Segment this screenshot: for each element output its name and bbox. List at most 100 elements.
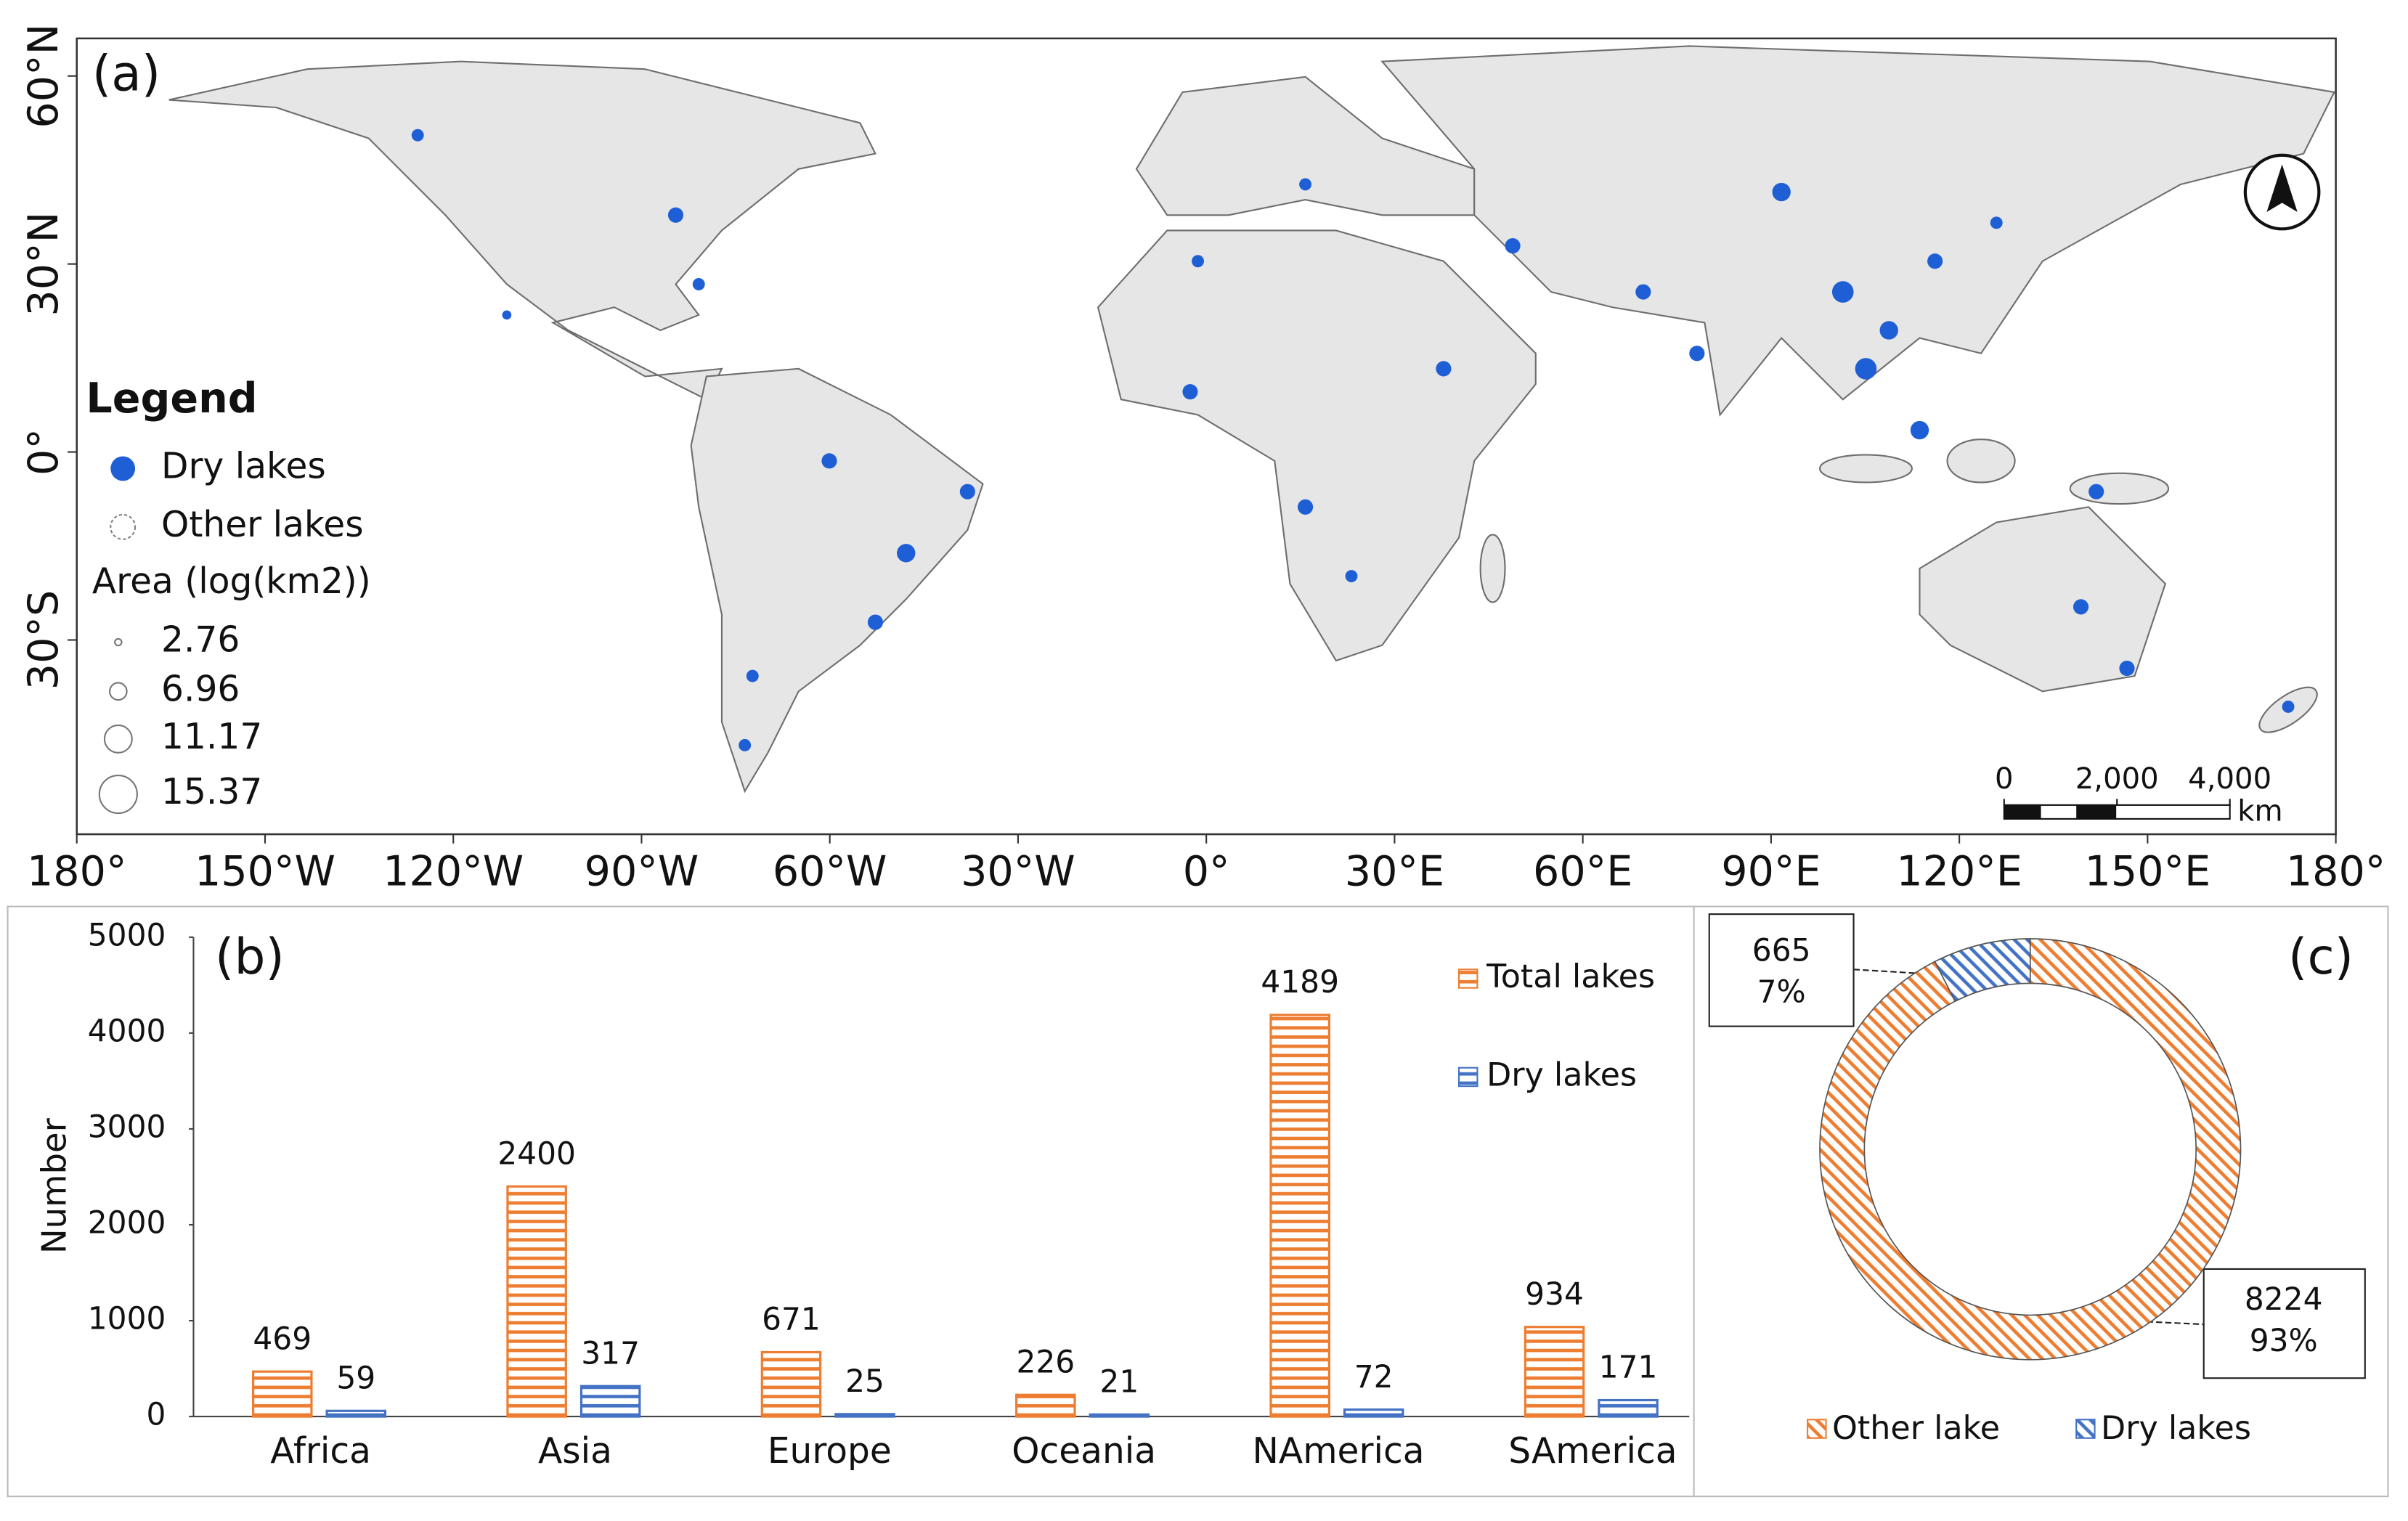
data-label: 671 [762, 1302, 821, 1337]
island [2069, 472, 2170, 505]
lake-dot [2119, 660, 2135, 677]
legend-swatch [1457, 969, 1478, 989]
scale-bar-segment [2076, 804, 2117, 819]
panel-frame [7, 905, 2389, 1498]
bar [579, 1385, 641, 1418]
island [1479, 534, 1506, 603]
legend-label: Dry lakes [161, 446, 326, 486]
legend-label: Dry lakes [2101, 1410, 2251, 1447]
lake-dot [1436, 361, 1452, 377]
map-panel: (a) Legend Area (log(km2)) 180° 150°W 120°… [20, 24, 2385, 896]
y-tick-label: 4000 [88, 1013, 166, 1048]
donut-slice [1819, 938, 2242, 1361]
size-legend-marker [103, 724, 133, 754]
lake-dot [867, 614, 884, 630]
x-tick-label: 90°W [585, 848, 699, 896]
data-label: 21 [1099, 1363, 1139, 1399]
x-tick-label: 90°E [1721, 848, 1821, 896]
lake-dot [1182, 384, 1198, 400]
legend-marker [110, 513, 137, 540]
data-label: 72 [1354, 1359, 1394, 1395]
y-tick-label: 5000 [88, 917, 166, 953]
size-legend-title: Area (log(km2)) [92, 561, 371, 602]
x-tick-label: 150°E [2085, 848, 2211, 896]
lake-dot [2088, 484, 2104, 499]
north-arrow [2266, 164, 2298, 213]
lake-dot [2282, 700, 2295, 713]
dry-lake-dots [411, 129, 2295, 751]
continent [690, 367, 984, 794]
continent [1097, 229, 1537, 662]
lake-dot [1689, 346, 1705, 362]
panel-label: (a) [92, 44, 160, 102]
y-tick-label: 0° [20, 428, 68, 476]
lake-dot [1635, 284, 1651, 300]
lake-dot [1192, 255, 1204, 268]
size-legend-marker [98, 774, 138, 815]
x-tick-label: 30°W [961, 848, 1075, 896]
bar [1598, 1398, 1659, 1418]
data-label: 469 [253, 1321, 312, 1356]
bar [506, 1185, 567, 1418]
data-label: 4189 [1261, 964, 1339, 1000]
y-tick-label: 0 [146, 1397, 166, 1432]
x-tick-label: SAmerica [1508, 1431, 1677, 1472]
lake-dot [1772, 182, 1791, 202]
x-tick-label: Asia [538, 1431, 612, 1472]
size-legend-marker [114, 637, 123, 647]
continent [1919, 506, 2167, 693]
donut-slice [1934, 938, 2031, 1003]
legend-marker [110, 456, 136, 481]
lake-dot [1505, 238, 1521, 254]
donut-panel: (c) 8224 93% 665 7% Other lake Dry lakes [1708, 913, 2366, 1447]
value-label: 665 [1752, 933, 1811, 969]
lake-dot [1855, 358, 1877, 380]
percent-label: 93% [2250, 1323, 2318, 1358]
lake-dot [821, 453, 837, 469]
lake-dot [1298, 499, 1314, 515]
lake-dot [502, 310, 512, 320]
legend-label: Other lakes [161, 505, 364, 545]
y-tick-label: 60°N [20, 24, 68, 129]
lake-dot [667, 207, 684, 223]
x-tick-label: 150°W [195, 848, 335, 896]
data-label: 226 [1016, 1344, 1075, 1379]
y-tick-label: 3000 [88, 1109, 166, 1144]
x-tick-label: Africa [270, 1431, 371, 1472]
legend-title: Legend [86, 375, 257, 423]
legend-label: Other lake [1832, 1410, 2000, 1447]
lake-dot [959, 484, 975, 499]
lake-dot [746, 669, 759, 682]
island [1818, 454, 1913, 484]
legend-swatch [1457, 1067, 1478, 1088]
size-legend-marker [109, 682, 128, 701]
island [1946, 439, 2016, 484]
data-label: 59 [336, 1360, 375, 1395]
bar [1524, 1326, 1585, 1418]
lake-dot [739, 738, 752, 751]
lake-dot [692, 278, 705, 290]
bar [1089, 1413, 1150, 1418]
x-tick-label: Oceania [1012, 1431, 1156, 1472]
bar [252, 1370, 313, 1418]
y-tick-label: 1000 [88, 1301, 166, 1337]
scale-unit: km [2237, 794, 2282, 828]
size-legend-label: 6.96 [161, 669, 240, 709]
lake-dot [411, 129, 424, 142]
lake-dot [1910, 420, 1929, 440]
percent-label: 7% [1757, 974, 1806, 1010]
x-tick-label: 60°W [773, 848, 887, 896]
legend-swatch [1807, 1419, 1827, 1439]
lake-dot [1345, 570, 1358, 583]
x-tick-label: 0° [1183, 848, 1230, 896]
data-label: 934 [1525, 1276, 1584, 1312]
bar [834, 1413, 895, 1418]
x-tick-label: Europe [768, 1431, 892, 1472]
label-box [2202, 1268, 2366, 1379]
continent [1380, 45, 2336, 417]
label-box [1708, 913, 1855, 1027]
panel-label: (b) [215, 928, 285, 985]
scale-label: 2,000 [2075, 762, 2159, 796]
y-tick-label: 2000 [88, 1204, 166, 1240]
